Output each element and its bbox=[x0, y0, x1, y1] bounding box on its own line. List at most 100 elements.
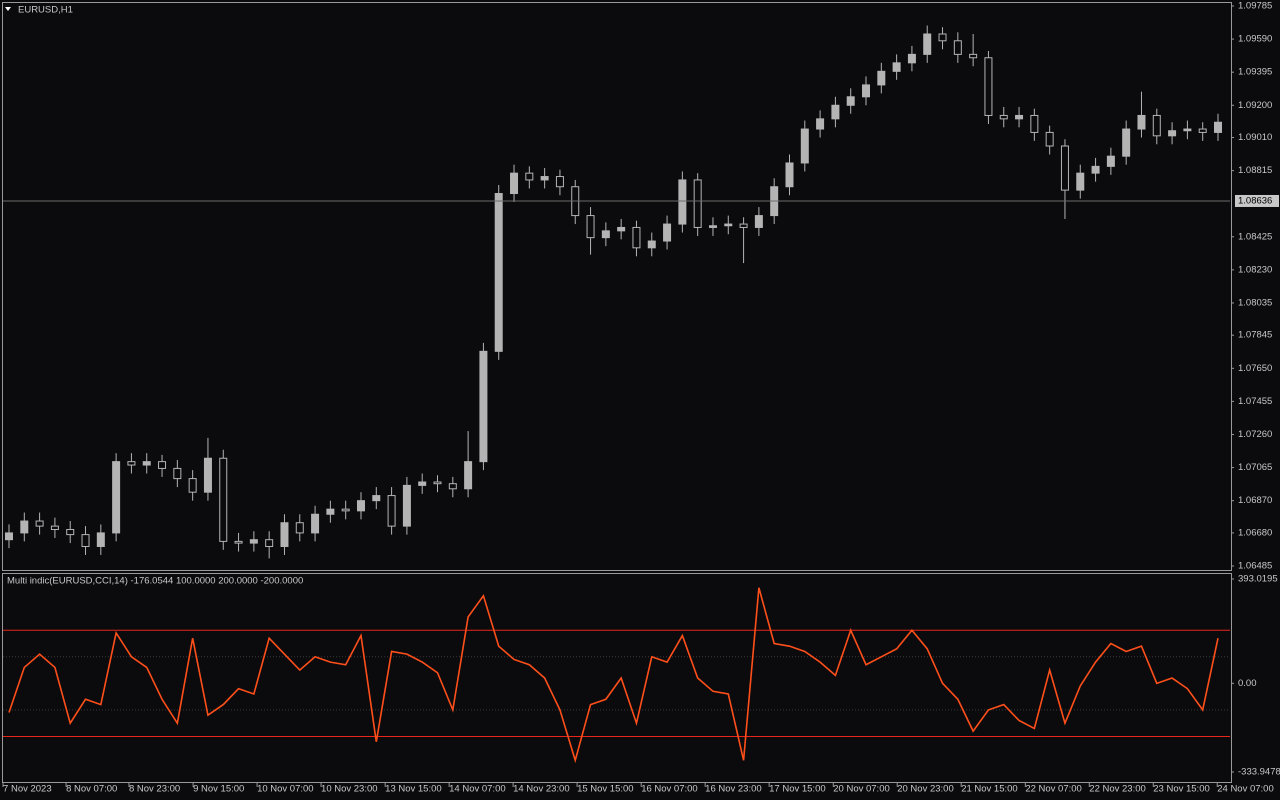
candle-body bbox=[280, 522, 289, 547]
candle-body bbox=[158, 461, 167, 469]
y-tick-label: 1.07065 bbox=[1238, 462, 1272, 473]
x-tick-label: 9 Nov 15:00 bbox=[193, 784, 244, 795]
y-tick-label: 1.06680 bbox=[1238, 527, 1272, 538]
x-tick-label: 16 Nov 23:00 bbox=[705, 784, 762, 795]
candle-body bbox=[433, 481, 442, 485]
candle-body bbox=[5, 532, 13, 541]
candle-body bbox=[907, 53, 916, 64]
candle-body bbox=[1152, 114, 1161, 137]
candle-body bbox=[464, 461, 473, 490]
candle-body bbox=[1137, 114, 1146, 130]
y-tick-label: 1.08230 bbox=[1238, 264, 1272, 275]
y-tick-label: 1.09010 bbox=[1238, 132, 1272, 143]
x-tick-label: 14 Nov 07:00 bbox=[449, 784, 506, 795]
x-tick-label: 21 Nov 15:00 bbox=[961, 784, 1018, 795]
candle-body bbox=[831, 104, 840, 120]
candle-body bbox=[127, 461, 136, 466]
x-tick-label: 22 Nov 23:00 bbox=[1089, 784, 1146, 795]
candle-body bbox=[938, 33, 947, 42]
candle-body bbox=[356, 500, 365, 512]
x-tick-label: 7 Nov 2023 bbox=[3, 784, 52, 795]
candle-body bbox=[1183, 128, 1192, 132]
price-pane-frame bbox=[2, 2, 1232, 571]
x-tick-label: 8 Nov 07:00 bbox=[66, 784, 117, 795]
candle-body bbox=[1106, 155, 1115, 167]
y-tick-label: 1.09785 bbox=[1238, 1, 1272, 12]
candle-body bbox=[50, 525, 59, 531]
candle-body bbox=[724, 223, 733, 227]
candle-body bbox=[402, 484, 411, 527]
candle-body bbox=[923, 33, 932, 55]
price-label: 1.08636 bbox=[1238, 195, 1272, 206]
menu-triangle[interactable] bbox=[5, 7, 11, 11]
candle-body bbox=[1060, 145, 1069, 191]
candle-body bbox=[219, 457, 228, 542]
candle-body bbox=[1168, 130, 1177, 137]
candle-body bbox=[448, 483, 457, 490]
candle-body bbox=[754, 215, 763, 228]
candle-body bbox=[693, 179, 702, 228]
candle-body bbox=[1015, 114, 1024, 120]
candle-body bbox=[341, 508, 350, 512]
x-tick-label: 20 Nov 23:00 bbox=[897, 784, 954, 795]
candle-body bbox=[479, 350, 488, 463]
candle-body bbox=[969, 53, 978, 59]
candle-body bbox=[265, 539, 274, 547]
candle-body bbox=[295, 522, 304, 534]
candle-body bbox=[708, 225, 717, 228]
candle-body bbox=[311, 513, 320, 534]
y-tick-label: -333.9478 bbox=[1238, 767, 1280, 778]
y-tick-label: 1.07260 bbox=[1238, 429, 1272, 440]
candle-body bbox=[112, 461, 121, 534]
candle-body bbox=[1198, 128, 1207, 133]
candle-body bbox=[678, 179, 687, 225]
candle-body bbox=[35, 520, 44, 527]
y-tick-label: 1.09395 bbox=[1238, 67, 1272, 78]
candle-body bbox=[66, 529, 75, 536]
y-tick-label: 1.06485 bbox=[1238, 561, 1272, 572]
candle-body bbox=[418, 481, 427, 486]
y-tick-label: 1.09200 bbox=[1238, 100, 1272, 111]
candle-body bbox=[632, 226, 641, 249]
y-tick-label: 1.07845 bbox=[1238, 330, 1272, 341]
candle-body bbox=[800, 128, 809, 164]
x-tick-label: 15 Nov 15:00 bbox=[577, 784, 634, 795]
candle-body bbox=[525, 172, 534, 181]
x-tick-label: 24 Nov 07:00 bbox=[1217, 784, 1274, 795]
candle-body bbox=[663, 223, 672, 242]
x-tick-label: 10 Nov 23:00 bbox=[321, 784, 378, 795]
candle-body bbox=[555, 176, 564, 188]
y-tick-label: 1.09590 bbox=[1238, 34, 1272, 45]
x-tick-label: 13 Nov 15:00 bbox=[385, 784, 442, 795]
candle-body bbox=[846, 96, 855, 106]
candle-body bbox=[877, 70, 886, 86]
x-tick-label: 8 Nov 23:00 bbox=[129, 784, 180, 795]
x-tick-label: 17 Nov 15:00 bbox=[769, 784, 826, 795]
candle-body bbox=[494, 193, 503, 352]
x-tick-label: 22 Nov 07:00 bbox=[1025, 784, 1082, 795]
x-tick-label: 23 Nov 15:00 bbox=[1153, 784, 1210, 795]
candle-body bbox=[96, 532, 105, 547]
candle-body bbox=[953, 40, 962, 55]
candle-body bbox=[999, 114, 1008, 120]
candle-body bbox=[816, 118, 825, 130]
candle-body bbox=[739, 223, 748, 228]
y-tick-label: 1.07650 bbox=[1238, 363, 1272, 374]
candle-body bbox=[647, 240, 656, 249]
y-tick-label: 1.07455 bbox=[1238, 396, 1272, 407]
candle-body bbox=[785, 162, 794, 188]
indicator-pane-frame bbox=[2, 573, 1232, 783]
candle-body bbox=[234, 540, 243, 544]
y-tick-label: 1.08035 bbox=[1238, 297, 1272, 308]
y-tick-label: 1.08425 bbox=[1238, 231, 1272, 242]
candle-body bbox=[1030, 114, 1039, 133]
x-tick-label: 20 Nov 07:00 bbox=[833, 784, 890, 795]
candle-body bbox=[1045, 131, 1054, 147]
candle-body bbox=[387, 495, 396, 527]
y-tick-label: 0.00 bbox=[1238, 678, 1257, 689]
candle-body bbox=[892, 62, 901, 72]
price-label-box bbox=[1235, 194, 1279, 207]
candle-body bbox=[1122, 128, 1131, 157]
